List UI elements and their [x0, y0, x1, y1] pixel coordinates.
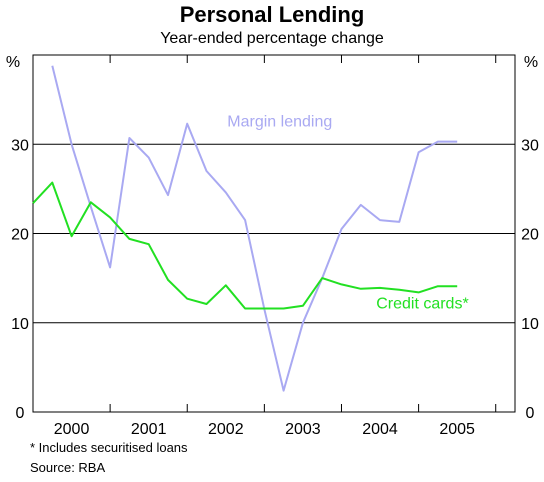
source-note: Source: RBA	[30, 460, 106, 475]
chart-title: Personal Lending	[179, 2, 365, 27]
series-line-margin-lending	[51, 65, 458, 392]
x-tick-label: 2004	[362, 421, 398, 438]
series-annotation: Credit cards*	[376, 295, 468, 312]
series-lines	[32, 65, 458, 392]
x-tick-label: 2005	[439, 421, 475, 438]
x-tick-label: 2001	[131, 421, 167, 438]
x-tick-label: 2002	[208, 421, 244, 438]
y-tick-label-right: 10	[521, 316, 539, 333]
y-tick-label-left: 0	[16, 405, 25, 422]
y-tick-label-right: 30	[521, 137, 539, 154]
y-tick-label-right: 20	[521, 227, 539, 244]
y-tick-label-right: 0	[526, 405, 535, 422]
x-tick-label: 2003	[285, 421, 321, 438]
chart-subtitle: Year-ended percentage change	[160, 30, 384, 47]
y-tick-label-left: 10	[11, 316, 29, 333]
series-annotation: Margin lending	[227, 113, 332, 130]
x-tick-label: 2000	[54, 421, 90, 438]
axis-ticks	[109, 55, 497, 412]
axis-labels: 0 0 10 10 20 20 30 30% % 2000 2001 2002 2003 2004 2005…	[6, 54, 539, 438]
y-tick-label-left: 30	[11, 137, 29, 154]
y-tick-label-left: 20	[11, 227, 29, 244]
y-axis-label-left: %	[6, 54, 20, 71]
y-axis-label-right: %	[524, 54, 538, 71]
series-line-credit-cards	[32, 181, 458, 310]
footnote: * Includes securitised loans	[30, 440, 188, 455]
